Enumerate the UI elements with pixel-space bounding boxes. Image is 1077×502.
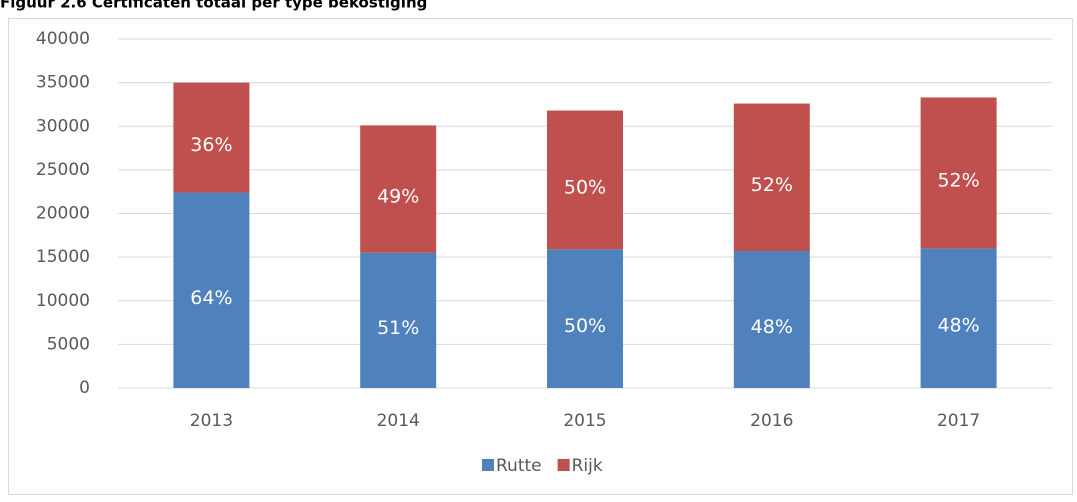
chart-title: Figuur 2.6 Certificaten totaal per type … bbox=[0, 0, 427, 12]
bar-segment bbox=[733, 251, 810, 388]
data-label: 48% bbox=[937, 315, 979, 337]
bar-segment bbox=[733, 103, 810, 252]
data-label: 50% bbox=[564, 315, 606, 337]
y-tick-label: 5000 bbox=[47, 334, 90, 354]
y-tick-label: 35000 bbox=[36, 73, 90, 93]
data-label: 51% bbox=[377, 317, 419, 339]
data-label: 48% bbox=[751, 316, 793, 338]
bar-segment bbox=[547, 110, 623, 250]
bar-segment bbox=[360, 125, 437, 253]
legend-swatch bbox=[482, 459, 494, 471]
y-tick-label: 30000 bbox=[36, 116, 90, 136]
data-label: 49% bbox=[377, 186, 419, 208]
data-label: 52% bbox=[937, 169, 979, 191]
legend-label: Rijk bbox=[572, 456, 603, 476]
chart-frame bbox=[8, 18, 1073, 495]
y-tick-label: 25000 bbox=[36, 160, 90, 180]
y-tick-label: 20000 bbox=[36, 204, 90, 224]
y-tick-label: 0 bbox=[79, 378, 90, 398]
bar-segment bbox=[547, 249, 623, 388]
bar-segment bbox=[360, 252, 437, 388]
data-label: 36% bbox=[190, 134, 232, 156]
bar-segment bbox=[920, 97, 997, 249]
y-tick-label: 40000 bbox=[36, 29, 90, 49]
x-tick-label: 2016 bbox=[750, 411, 793, 431]
y-tick-label: 10000 bbox=[36, 291, 90, 311]
data-label: 64% bbox=[190, 287, 232, 309]
legend-label: Rutte bbox=[496, 456, 542, 476]
bar-segment bbox=[173, 192, 250, 388]
x-tick-label: 2015 bbox=[563, 411, 606, 431]
bar-segment bbox=[173, 82, 250, 193]
data-label: 52% bbox=[751, 174, 793, 196]
x-tick-label: 2017 bbox=[937, 411, 980, 431]
y-tick-label: 15000 bbox=[36, 247, 90, 267]
x-tick-label: 2013 bbox=[190, 411, 233, 431]
bar-segment bbox=[920, 248, 997, 388]
legend-swatch bbox=[557, 459, 570, 471]
x-tick-label: 2014 bbox=[377, 411, 420, 431]
data-label: 50% bbox=[564, 176, 606, 198]
